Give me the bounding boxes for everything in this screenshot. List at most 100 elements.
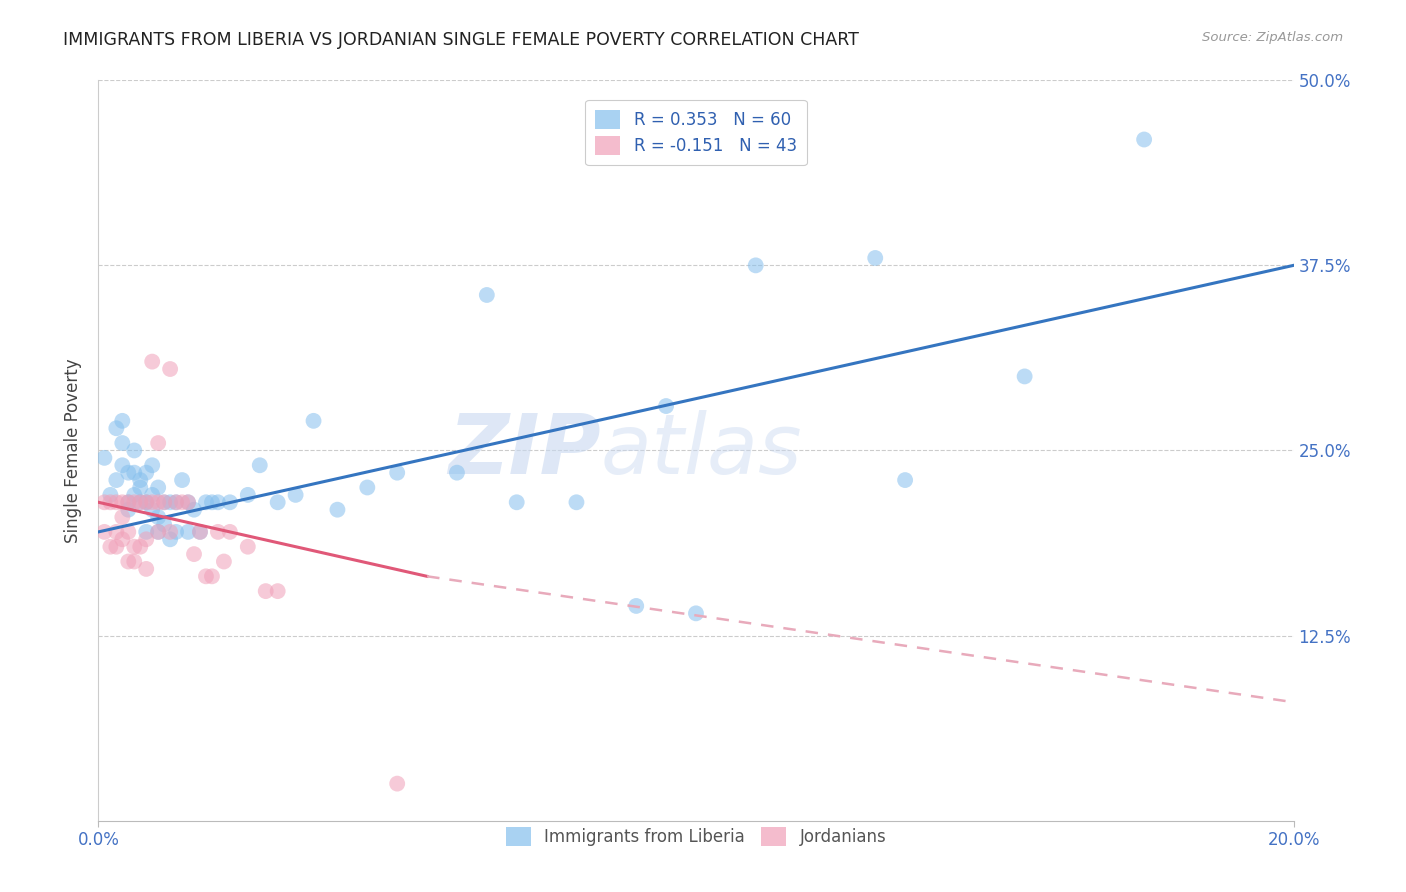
Y-axis label: Single Female Poverty: Single Female Poverty — [65, 359, 83, 542]
Point — [111, 458, 134, 473]
Point — [165, 524, 187, 539]
Point — [135, 524, 157, 539]
Point — [894, 473, 917, 487]
Point — [446, 466, 468, 480]
Point — [148, 480, 170, 494]
Point — [124, 443, 146, 458]
Point — [105, 495, 128, 509]
Point — [148, 436, 170, 450]
Point — [148, 524, 170, 539]
Point — [745, 259, 768, 273]
Point — [153, 495, 176, 509]
Text: Source: ZipAtlas.com: Source: ZipAtlas.com — [1202, 31, 1343, 45]
Point — [93, 450, 115, 465]
Point — [141, 354, 163, 368]
Point — [117, 502, 139, 516]
Point — [105, 421, 128, 435]
Point — [565, 495, 588, 509]
Point — [141, 488, 163, 502]
Legend: Immigrants from Liberia, Jordanians: Immigrants from Liberia, Jordanians — [499, 821, 893, 853]
Point — [1133, 132, 1156, 146]
Point — [98, 495, 122, 509]
Point — [188, 524, 211, 539]
Point — [201, 495, 224, 509]
Point — [117, 466, 139, 480]
Point — [117, 524, 139, 539]
Point — [124, 555, 146, 569]
Point — [506, 495, 529, 509]
Point — [98, 540, 122, 554]
Point — [183, 547, 205, 561]
Point — [141, 458, 163, 473]
Point — [117, 495, 139, 509]
Point — [105, 540, 128, 554]
Point — [159, 495, 181, 509]
Point — [129, 480, 152, 494]
Point — [124, 540, 146, 554]
Point — [172, 473, 194, 487]
Point — [93, 495, 115, 509]
Point — [148, 524, 170, 539]
Point — [124, 466, 146, 480]
Point — [177, 524, 200, 539]
Point — [326, 502, 349, 516]
Point — [159, 533, 181, 547]
Point — [172, 495, 194, 509]
Point — [135, 533, 157, 547]
Point — [141, 502, 163, 516]
Point — [111, 436, 134, 450]
Point — [212, 555, 235, 569]
Point — [385, 466, 409, 480]
Point — [111, 495, 134, 509]
Point — [129, 495, 152, 509]
Text: ZIP: ZIP — [447, 410, 600, 491]
Point — [236, 540, 259, 554]
Point — [195, 495, 218, 509]
Point — [111, 533, 134, 547]
Point — [129, 495, 152, 509]
Point — [135, 495, 157, 509]
Point — [165, 495, 187, 509]
Point — [475, 288, 498, 302]
Point — [129, 540, 152, 554]
Point — [159, 362, 181, 376]
Point — [148, 510, 170, 524]
Point — [111, 510, 134, 524]
Point — [165, 495, 187, 509]
Point — [177, 495, 200, 509]
Point — [135, 495, 157, 509]
Point — [153, 495, 176, 509]
Point — [249, 458, 271, 473]
Point — [117, 555, 139, 569]
Point — [195, 569, 218, 583]
Text: atlas: atlas — [600, 410, 801, 491]
Point — [105, 473, 128, 487]
Point — [93, 524, 115, 539]
Point — [207, 495, 229, 509]
Point — [385, 776, 409, 791]
Text: IMMIGRANTS FROM LIBERIA VS JORDANIAN SINGLE FEMALE POVERTY CORRELATION CHART: IMMIGRANTS FROM LIBERIA VS JORDANIAN SIN… — [63, 31, 859, 49]
Point — [267, 495, 290, 509]
Point — [129, 473, 152, 487]
Point — [685, 607, 707, 621]
Point — [153, 517, 176, 532]
Point — [124, 495, 146, 509]
Point — [219, 524, 242, 539]
Point — [124, 488, 146, 502]
Point — [183, 502, 205, 516]
Point — [201, 569, 224, 583]
Point — [188, 524, 211, 539]
Point — [865, 251, 887, 265]
Point — [254, 584, 277, 599]
Point — [267, 584, 290, 599]
Point — [177, 495, 200, 509]
Point — [111, 414, 134, 428]
Point — [98, 488, 122, 502]
Point — [148, 495, 170, 509]
Point — [141, 495, 163, 509]
Point — [135, 562, 157, 576]
Point — [159, 524, 181, 539]
Point — [135, 466, 157, 480]
Point — [105, 524, 128, 539]
Point — [219, 495, 242, 509]
